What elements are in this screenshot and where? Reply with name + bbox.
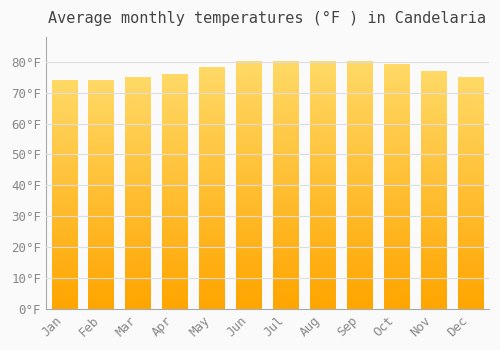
Title: Average monthly temperatures (°F ) in Candelaria: Average monthly temperatures (°F ) in Ca… (48, 11, 486, 26)
